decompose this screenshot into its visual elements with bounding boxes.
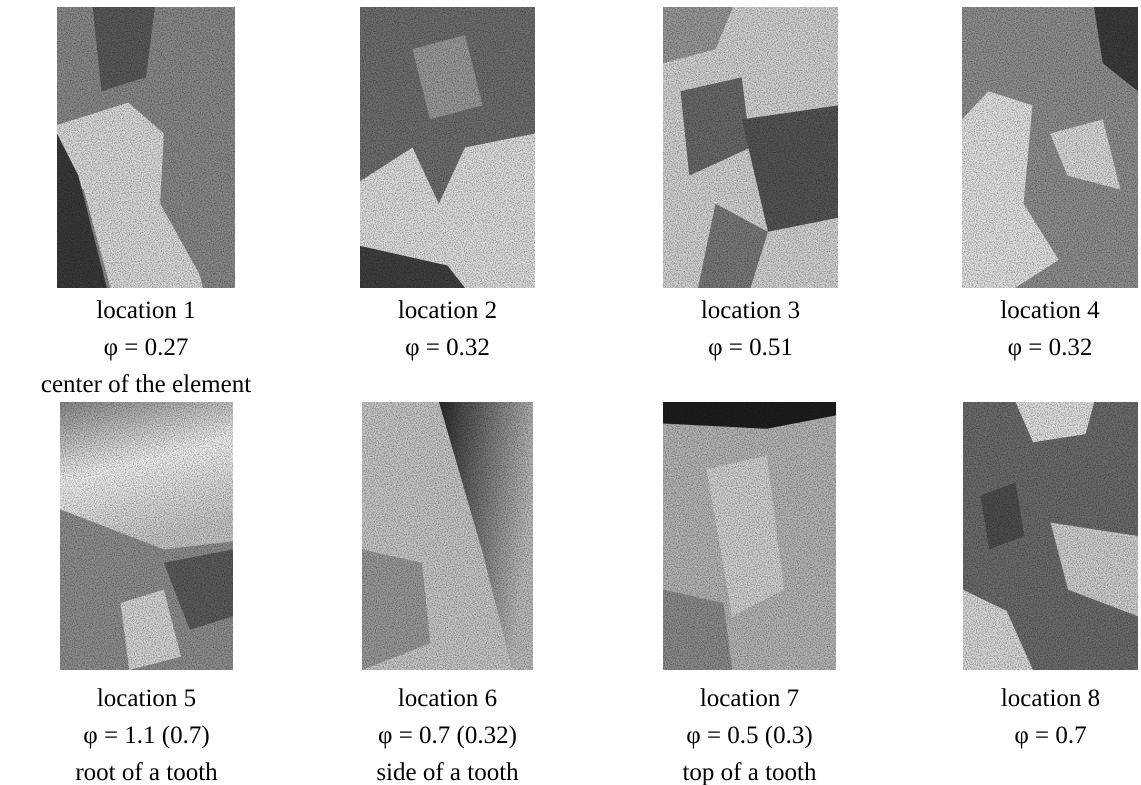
caption-location: location 6: [298, 680, 598, 717]
caption-location: location 3: [601, 292, 901, 329]
caption-phi: φ = 0.32: [298, 329, 598, 366]
caption-note: center of the element: [0, 366, 296, 403]
caption-location: location 5: [0, 680, 297, 717]
caption-phi: φ = 0.7 (0.32): [298, 717, 598, 754]
caption-phi: φ = 0.5 (0.3): [600, 717, 900, 754]
caption-phi: φ = 0.32: [900, 329, 1141, 366]
caption-location: location 4: [900, 292, 1141, 329]
micrograph: [962, 7, 1138, 288]
texture: [57, 7, 235, 288]
texture: [362, 402, 533, 670]
texture: [963, 402, 1138, 670]
caption-location: location 2: [298, 292, 598, 329]
micrograph: [963, 402, 1138, 670]
micrograph: [663, 402, 836, 670]
figure: location 1φ = 0.27center of the elementl…: [0, 0, 1141, 785]
micrograph: [60, 402, 233, 670]
caption-phi: φ = 0.7: [901, 717, 1141, 754]
caption-phi: φ = 0.27: [0, 329, 296, 366]
caption-location: location 1: [0, 292, 296, 329]
micrograph: [360, 7, 535, 288]
texture: [360, 7, 535, 288]
caption-location: location 8: [901, 680, 1141, 717]
texture: [60, 402, 233, 670]
micrograph: [57, 7, 235, 288]
caption-note: top of a tooth: [600, 754, 900, 785]
micrograph: [663, 7, 838, 288]
texture: [663, 7, 838, 288]
caption-note: root of a tooth: [0, 754, 297, 785]
caption-note: side of a tooth: [298, 754, 598, 785]
micrograph: [362, 402, 533, 670]
texture: [962, 7, 1138, 288]
caption-phi: φ = 0.51: [601, 329, 901, 366]
caption-location: location 7: [600, 680, 900, 717]
caption-phi: φ = 1.1 (0.7): [0, 717, 297, 754]
texture: [663, 402, 836, 670]
